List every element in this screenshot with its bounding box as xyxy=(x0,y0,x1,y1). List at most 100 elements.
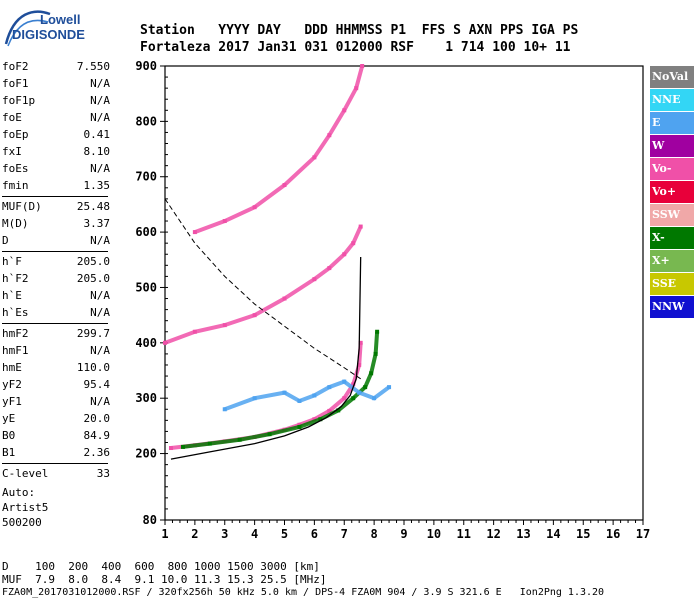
y-tick-label: 400 xyxy=(135,336,157,350)
echo-point xyxy=(312,155,317,160)
x-tick-label: 13 xyxy=(516,527,530,541)
param-row: h`F 205.0 xyxy=(2,253,162,270)
auto-artist: Artist5 xyxy=(2,501,49,514)
echo-point xyxy=(357,362,362,367)
param-key: yF2 xyxy=(2,378,22,391)
echo-point xyxy=(267,432,272,437)
param-key: hmE xyxy=(2,361,22,374)
y-tick-label: 300 xyxy=(135,391,157,405)
echo-point xyxy=(357,390,362,395)
echo-point xyxy=(358,340,363,345)
echo-point xyxy=(375,329,380,334)
x-tick-label: 16 xyxy=(606,527,620,541)
param-value: 33 xyxy=(96,467,110,480)
echo-point xyxy=(297,422,302,427)
param-value: 299.7 xyxy=(76,327,110,340)
header-labels: Station YYYY DAY DDD HHMMSS P1 FFS S AXN… xyxy=(140,23,579,38)
legend-item: NNE xyxy=(650,89,694,111)
legend-item: SSE xyxy=(650,273,694,295)
param-row: foEs N/A xyxy=(2,160,162,177)
param-row: fxI 8.10 xyxy=(2,143,162,160)
legend-item: X+ xyxy=(650,250,694,272)
echo-point xyxy=(351,396,356,401)
echo-trace xyxy=(194,65,365,234)
echo-trace xyxy=(224,379,391,412)
echo-point xyxy=(252,313,257,318)
file-footer: FZA0M_2017031012000.RSF / 320fx256h 50 k… xyxy=(2,587,605,598)
param-value: 110.0 xyxy=(76,361,110,374)
param-row: h`E N/A xyxy=(2,287,162,304)
param-separator xyxy=(2,251,108,252)
x-tick-label: 2 xyxy=(191,527,198,541)
param-key: C-level xyxy=(2,467,49,480)
echo-point xyxy=(252,396,257,401)
echo-point xyxy=(163,340,167,345)
param-key: h`F2 xyxy=(2,272,29,285)
param-value: N/A xyxy=(90,77,110,90)
muf-table: D 100 200 400 600 800 1000 1500 3000 [km… xyxy=(2,560,327,586)
param-key: h`E xyxy=(2,289,22,302)
echo-point xyxy=(297,398,302,403)
param-value: 25.48 xyxy=(76,200,110,213)
param-row: yE 20.0 xyxy=(2,410,162,427)
auto-code: 500200 xyxy=(2,516,42,529)
logo-text-digisonde: DIGISONDE xyxy=(12,27,85,42)
echo-point xyxy=(222,219,227,224)
x-tick-label: 8 xyxy=(371,527,378,541)
echo-point xyxy=(327,133,332,138)
param-key: foEs xyxy=(2,162,29,175)
y-tick-label: 200 xyxy=(135,447,157,461)
param-value: 95.4 xyxy=(83,378,111,391)
y-tick-label: 800 xyxy=(135,114,157,128)
legend-item: E xyxy=(650,112,694,134)
echo-point xyxy=(342,379,347,384)
param-row: B1 2.36 xyxy=(2,444,162,461)
param-row: yF1 N/A xyxy=(2,393,162,410)
param-value: N/A xyxy=(90,162,110,175)
legend-item: W xyxy=(650,135,694,157)
param-value: 205.0 xyxy=(76,272,110,285)
echo-point xyxy=(342,396,347,401)
param-row: hmE 110.0 xyxy=(2,359,162,376)
y-tick-label: 80 xyxy=(143,513,157,527)
param-separator xyxy=(2,463,108,464)
y-tick-label: 600 xyxy=(135,225,157,239)
param-separator xyxy=(2,196,108,197)
param-row: yF2 95.4 xyxy=(2,376,162,393)
echo-point xyxy=(312,417,317,422)
echo-point xyxy=(282,390,287,395)
param-row: MUF(D) 25.48 xyxy=(2,198,162,215)
echo-point xyxy=(354,86,359,91)
y-tick-label: 700 xyxy=(135,170,157,184)
header-values: Fortaleza 2017 Jan31 031 012000 RSF 1 71… xyxy=(140,40,571,55)
param-key: foEp xyxy=(2,128,29,141)
echo-point xyxy=(318,417,323,422)
parameter-panel: foF2 7.550 foF1 N/A foF1p N/A foE N/A foEp 0.41 fx… xyxy=(2,58,162,482)
echo-point xyxy=(252,205,257,210)
param-row: foF2 7.550 xyxy=(2,58,162,75)
height-profile-line xyxy=(170,257,362,460)
legend-item: Vo- xyxy=(650,158,694,180)
echo-point xyxy=(363,385,368,390)
x-tick-label: 11 xyxy=(457,527,471,541)
x-tick-label: 1 xyxy=(161,527,168,541)
x-tick-label: 5 xyxy=(281,527,288,541)
echo-point xyxy=(351,241,356,246)
param-value: 0.41 xyxy=(83,128,111,141)
param-value: N/A xyxy=(90,111,110,124)
param-value: N/A xyxy=(90,289,110,302)
param-key: B0 xyxy=(2,429,16,442)
x-tick-label: 3 xyxy=(221,527,228,541)
param-key: h`Es xyxy=(2,306,29,319)
echo-point xyxy=(282,183,287,188)
param-key: foF2 xyxy=(2,60,29,73)
param-value: 8.10 xyxy=(83,145,111,158)
param-row: foF1 N/A xyxy=(2,75,162,92)
echo-point xyxy=(336,408,341,413)
auto-label: Auto: xyxy=(2,486,36,499)
echo-point xyxy=(168,446,173,451)
param-key: yE xyxy=(2,412,16,425)
param-row: foF1p N/A xyxy=(2,92,162,109)
param-key: D xyxy=(2,234,9,247)
